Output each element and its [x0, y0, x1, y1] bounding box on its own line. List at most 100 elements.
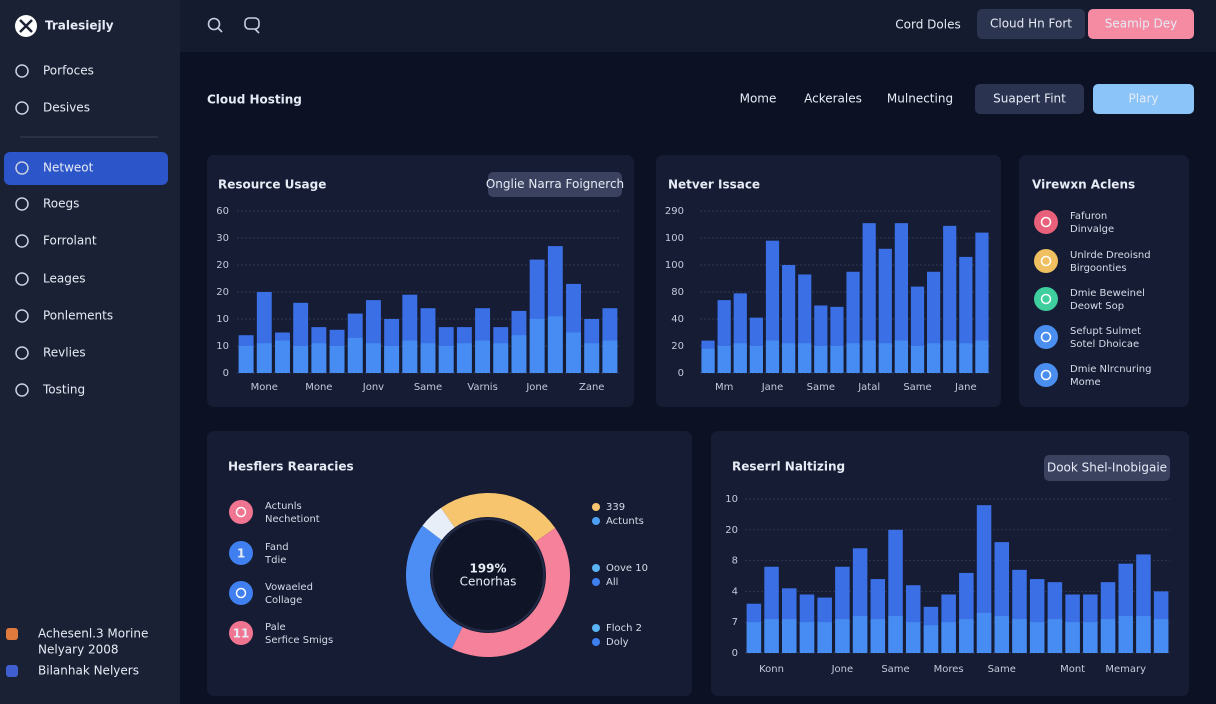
- button-bg[interactable]: [1044, 455, 1170, 481]
- bar-overlay: [420, 343, 436, 373]
- button-label[interactable]: Suapert Fint: [993, 92, 1066, 106]
- nav-icon: [15, 64, 29, 78]
- y-tick-label: 0: [678, 368, 684, 379]
- top-link[interactable]: Cord Doles: [895, 18, 960, 32]
- y-tick-label: 8: [732, 556, 738, 567]
- bar-overlay: [923, 625, 939, 653]
- bar-overlay: [1153, 619, 1169, 653]
- button-label[interactable]: Dook Shel-Inobigaie: [1047, 461, 1167, 475]
- header-tab[interactable]: Ackerales: [804, 92, 862, 106]
- button-bg[interactable]: [488, 172, 622, 197]
- bar-overlay: [870, 619, 886, 653]
- button-bg[interactable]: [977, 9, 1085, 39]
- nav-item[interactable]: Roegs: [43, 197, 79, 211]
- y-tick-label: 100: [665, 260, 684, 271]
- x-tick-label: Jone: [831, 664, 854, 675]
- x-tick-label: Mores: [934, 664, 964, 675]
- reach-badge: 1: [237, 547, 245, 561]
- bar-overlay: [293, 346, 309, 373]
- bar-overlay: [835, 619, 850, 653]
- reach-text: Serfice Smigs: [265, 635, 333, 646]
- y-tick-label: 20: [216, 260, 229, 271]
- nav-icon: [15, 234, 29, 248]
- bar: [765, 240, 780, 373]
- bar: [862, 223, 876, 373]
- x-tick-label: Memary: [1105, 664, 1146, 675]
- action-text: Fafuron: [1070, 211, 1107, 222]
- x-tick-label: Jatal: [857, 382, 880, 393]
- action-text: Dmie Nlrcnuring: [1070, 364, 1151, 375]
- button-label[interactable]: Plary: [1129, 92, 1159, 106]
- sidebar: [0, 0, 180, 704]
- action-text: Sotel Dhoicae: [1070, 339, 1139, 350]
- bar-overlay: [1118, 616, 1133, 653]
- panel-title: Virewxn Aclens: [1032, 178, 1135, 192]
- legend-dot: [592, 517, 600, 525]
- bar-overlay: [329, 346, 345, 373]
- header-tab[interactable]: Mome: [740, 92, 777, 106]
- donut-center-value: 199%: [469, 562, 506, 576]
- action-icon: [1034, 325, 1058, 349]
- button-label[interactable]: Onglie Narra Foignerch: [486, 177, 624, 191]
- x-tick-label: Jane: [954, 382, 977, 393]
- chat-icon[interactable]: [244, 17, 260, 34]
- bar: [943, 225, 957, 373]
- bar-overlay: [782, 343, 796, 373]
- nav-item[interactable]: Netweot: [43, 161, 94, 175]
- brand-logo: [15, 15, 37, 37]
- nav-item[interactable]: Porfoces: [43, 64, 94, 78]
- legend-dot: [592, 638, 600, 646]
- bar-overlay: [888, 616, 903, 653]
- panel-title: Hesflers Rearacies: [228, 460, 354, 474]
- bar-overlay: [814, 346, 828, 373]
- legend-label: Actunts: [606, 516, 644, 527]
- x-tick-label: Mont: [1060, 664, 1085, 675]
- header-tab[interactable]: Mulnecting: [887, 92, 953, 106]
- y-tick-label: 10: [216, 314, 229, 325]
- legend-label: Doly: [606, 637, 629, 648]
- donut-hole: [431, 518, 545, 632]
- bar-overlay: [749, 346, 763, 373]
- bar-overlay: [799, 622, 815, 653]
- x-tick-label: Same: [414, 382, 442, 393]
- action-icon: [1034, 287, 1058, 311]
- button-label[interactable]: Cloud Hn Fort: [990, 17, 1072, 31]
- action-icon: [1034, 363, 1058, 387]
- bar-overlay: [238, 346, 254, 373]
- nav-item[interactable]: Forrolant: [43, 234, 97, 248]
- search-lens: [207, 17, 221, 31]
- bar-overlay: [1100, 619, 1116, 653]
- y-tick-label: 20: [216, 287, 229, 298]
- x-tick-label: Same: [807, 382, 835, 393]
- x-tick-label: Jonv: [362, 382, 384, 393]
- bar-overlay: [941, 622, 956, 653]
- action-icon-glyph: [1040, 216, 1052, 228]
- y-tick-label: 80: [671, 287, 684, 298]
- nav-icon: [15, 101, 29, 115]
- action-text: Deowt Sop: [1070, 301, 1124, 312]
- y-tick-label: 20: [671, 341, 684, 352]
- search-icon[interactable]: [207, 17, 223, 33]
- y-tick-label: 100: [665, 233, 684, 244]
- nav-item[interactable]: Leages: [43, 272, 85, 286]
- bar-overlay: [830, 346, 844, 373]
- reach-text: Fand: [265, 542, 289, 553]
- button-bg[interactable]: [1088, 9, 1194, 39]
- x-tick-label: Mone: [251, 382, 278, 393]
- y-tick-label: 40: [671, 314, 684, 325]
- button-bg[interactable]: [1093, 84, 1194, 114]
- bar-overlay: [1136, 616, 1151, 653]
- y-tick-label: 4: [732, 586, 738, 597]
- nav-item[interactable]: Desives: [43, 101, 90, 115]
- reach-glyph: [235, 587, 247, 599]
- button-label[interactable]: Seamip Dey: [1105, 17, 1178, 31]
- action-icon: [1034, 249, 1058, 273]
- y-tick-label: 10: [216, 341, 229, 352]
- nav-item[interactable]: Tosting: [42, 383, 85, 397]
- nav-item[interactable]: Revlies: [43, 346, 86, 360]
- button-bg[interactable]: [975, 84, 1084, 114]
- action-text: Birgoonties: [1070, 263, 1127, 274]
- nav-item[interactable]: Ponlements: [43, 309, 113, 323]
